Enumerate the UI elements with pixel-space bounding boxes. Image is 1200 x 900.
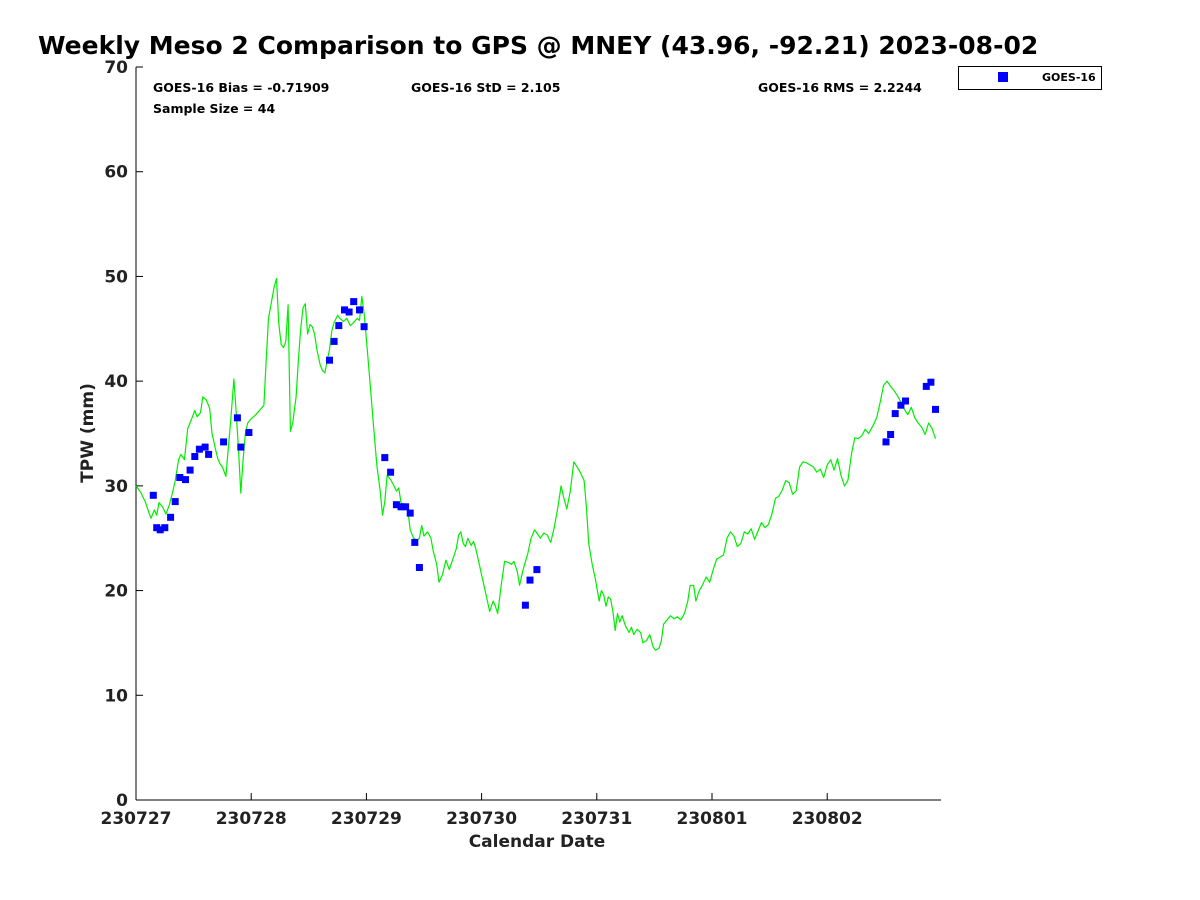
x-tick-label: 230727 <box>101 809 172 829</box>
y-tick-label: 0 <box>116 791 128 811</box>
goes-point <box>922 382 930 390</box>
y-tick-label: 60 <box>104 163 128 183</box>
goes-point <box>897 401 905 409</box>
y-tick-label: 40 <box>104 372 128 392</box>
x-tick-label: 230731 <box>561 809 632 829</box>
goes-point <box>415 564 423 571</box>
gps-series-line <box>135 277 937 651</box>
goes-point <box>882 438 890 446</box>
goes-point <box>932 405 939 413</box>
goes-point <box>902 397 909 405</box>
y-tick-label: 20 <box>104 582 128 602</box>
goes-point <box>220 438 228 446</box>
axes: 0 10 20 30 40 50 60 70 230727 230728 230729 230730 2… <box>101 58 941 829</box>
goes-point <box>402 503 410 511</box>
goes-point <box>335 322 343 330</box>
goes-point <box>245 429 253 436</box>
y-tick-label: 70 <box>104 58 128 78</box>
goes-point <box>149 491 157 499</box>
goes-point <box>406 509 414 517</box>
goes-point <box>182 476 189 484</box>
goes-point <box>387 468 395 476</box>
chart-title: Weekly Meso 2 Comparison to GPS @ MNEY (… <box>38 31 1038 60</box>
goes-series <box>149 298 939 609</box>
y-tick-label: 50 <box>104 267 128 287</box>
goes-point <box>237 443 245 451</box>
goes-point <box>887 431 895 438</box>
goes-point <box>350 298 358 306</box>
goes-point <box>167 513 175 521</box>
goes-point <box>381 454 389 462</box>
goes-point <box>533 566 541 574</box>
goes-point <box>521 601 529 609</box>
goes-point <box>526 576 534 584</box>
goes-point <box>330 337 338 345</box>
goes-point <box>411 538 419 546</box>
y-tick-label: 10 <box>104 686 128 706</box>
sample-size-stat: Sample Size = 44 <box>153 101 275 116</box>
goes-point <box>186 466 194 474</box>
y-tick-label: 30 <box>104 477 128 497</box>
goes-point <box>326 356 333 364</box>
goes-point <box>191 453 199 460</box>
goes-point <box>195 445 203 453</box>
legend-box <box>958 66 1102 90</box>
goes-point <box>345 308 353 316</box>
legend: GOES-16 <box>958 66 1102 90</box>
x-axis-label: Calendar Date <box>469 832 606 852</box>
goes-point <box>161 524 169 532</box>
std-stat: GOES-16 StD = 2.105 <box>411 80 560 95</box>
goes-point <box>891 410 899 418</box>
x-tick-label: 230802 <box>792 809 863 829</box>
y-axis-label: TPW (mm) <box>78 383 98 483</box>
goes-point <box>205 450 213 458</box>
x-tick-label: 230730 <box>446 809 517 829</box>
goes-point <box>171 498 179 506</box>
goes-point <box>176 474 184 481</box>
goes-point <box>360 323 368 331</box>
goes-point <box>341 306 348 314</box>
bias-stat: GOES-16 Bias = -0.71909 <box>153 80 329 95</box>
x-tick-label: 230728 <box>216 809 287 829</box>
goes-point <box>392 501 400 509</box>
x-tick-label: 230729 <box>331 809 402 829</box>
legend-marker-goes16 <box>998 72 1008 82</box>
goes-point <box>233 414 241 422</box>
x-tick-label: 230801 <box>677 809 748 829</box>
legend-label-goes16: GOES-16 <box>1042 71 1096 84</box>
goes-point <box>397 503 405 511</box>
goes-point <box>927 378 935 386</box>
rms-stat: GOES-16 RMS = 2.2244 <box>758 80 922 95</box>
goes-point <box>156 526 164 534</box>
goes-point <box>356 306 363 314</box>
gps-series <box>135 277 937 651</box>
goes-point <box>201 443 209 451</box>
